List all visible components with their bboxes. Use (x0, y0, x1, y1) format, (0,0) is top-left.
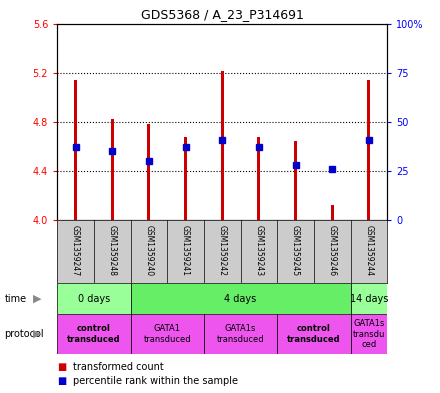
Text: protocol: protocol (4, 329, 44, 339)
Text: 14 days: 14 days (350, 294, 388, 304)
Bar (367, 80, 370, 220)
Bar (351, 283, 387, 314)
Text: 4 days: 4 days (224, 294, 257, 304)
Bar (131, 314, 204, 354)
Text: GSM1359244: GSM1359244 (364, 225, 374, 276)
Text: control
transduced: control transduced (67, 324, 121, 344)
Title: GDS5368 / A_23_P314691: GDS5368 / A_23_P314691 (141, 8, 304, 21)
Bar (221, 72, 224, 220)
Text: time: time (4, 294, 26, 304)
Text: ▶: ▶ (33, 294, 42, 304)
Text: ■: ■ (57, 376, 66, 386)
Bar (257, 137, 260, 220)
Text: percentile rank within the sample: percentile rank within the sample (73, 376, 238, 386)
Text: GSM1359248: GSM1359248 (108, 225, 117, 276)
Text: transformed count: transformed count (73, 362, 163, 373)
Bar (147, 124, 150, 220)
Bar (184, 137, 187, 220)
Text: control
transduced: control transduced (287, 324, 341, 344)
Text: GSM1359247: GSM1359247 (71, 225, 80, 276)
Text: GSM1359241: GSM1359241 (181, 225, 190, 276)
Bar (204, 314, 277, 354)
Text: GSM1359240: GSM1359240 (144, 225, 154, 276)
Text: GATA1
transduced: GATA1 transduced (143, 324, 191, 344)
Bar (351, 314, 387, 354)
Text: GSM1359242: GSM1359242 (218, 225, 227, 276)
Bar (294, 141, 297, 220)
Text: GSM1359245: GSM1359245 (291, 225, 300, 276)
Text: GSM1359243: GSM1359243 (254, 225, 264, 276)
Bar (57, 314, 131, 354)
Text: GATA1s
transdu
ced: GATA1s transdu ced (353, 319, 385, 349)
Text: ▶: ▶ (33, 329, 42, 339)
Bar (111, 119, 114, 220)
Bar (74, 80, 77, 220)
Text: GSM1359246: GSM1359246 (328, 225, 337, 276)
Text: 0 days: 0 days (78, 294, 110, 304)
Bar (277, 314, 351, 354)
Text: ■: ■ (57, 362, 66, 373)
Bar (57, 283, 131, 314)
Bar (331, 205, 334, 220)
Bar (131, 283, 351, 314)
Text: GATA1s
transduced: GATA1s transduced (217, 324, 264, 344)
